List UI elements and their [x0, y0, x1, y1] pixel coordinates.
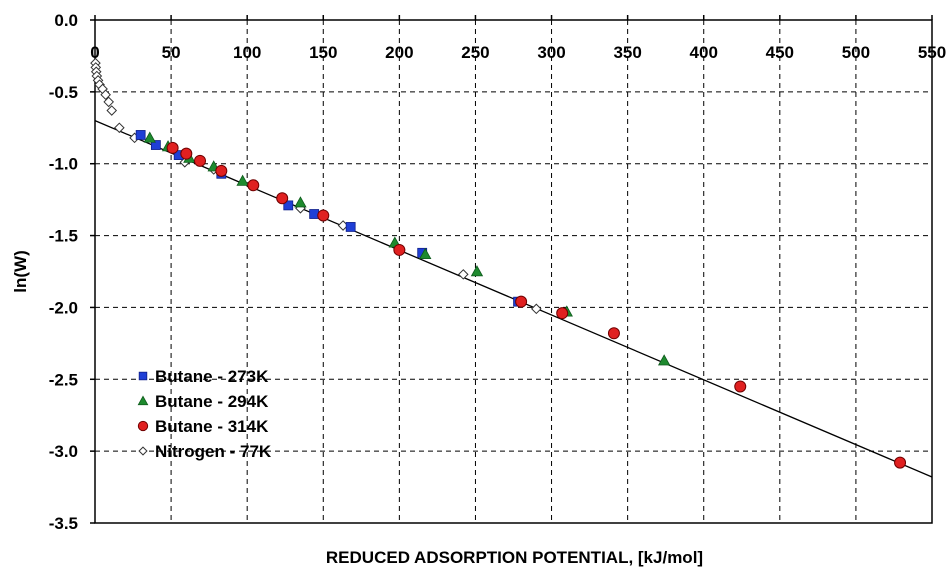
legend-marker [138, 371, 148, 381]
data-point [309, 209, 320, 219]
x-tick-label: 0 [90, 43, 99, 62]
data-point [106, 105, 118, 116]
x-tick-label: 300 [537, 43, 565, 62]
data-point [215, 164, 228, 177]
data-point [114, 122, 125, 134]
data-point [515, 295, 528, 308]
data-point [276, 192, 289, 205]
legend-label: Butane - 314K [155, 417, 269, 436]
data-point [657, 354, 671, 366]
data-points [90, 57, 907, 469]
x-tick-label: 200 [385, 43, 413, 62]
data-point [531, 303, 542, 315]
data-point [317, 209, 330, 222]
x-tick-label: 500 [842, 43, 870, 62]
data-point [180, 147, 193, 160]
data-point [135, 130, 146, 140]
x-tick-label: 450 [766, 43, 794, 62]
data-point [470, 265, 484, 277]
legend-marker [138, 446, 148, 456]
y-axis-title: ln(W) [11, 250, 30, 292]
series-square [135, 130, 523, 307]
data-point [607, 327, 620, 340]
y-tick-label: -1.0 [49, 155, 78, 174]
y-tick-label: -3.0 [49, 442, 78, 461]
x-tick-label: 550 [918, 43, 946, 62]
legend-label: Butane - 273K [155, 367, 269, 386]
data-point [457, 269, 469, 280]
data-point [247, 179, 260, 192]
legend-label: Butane - 294K [155, 392, 269, 411]
data-point [236, 174, 249, 186]
legend-marker [137, 395, 149, 406]
y-tick-labels: 0.0 -0.5 -1.0 -1.5 -2.0 -2.5 -3.0 -3.5 [49, 11, 78, 533]
y-tick-label: -0.5 [49, 83, 78, 102]
x-tick-label: 100 [233, 43, 261, 62]
legend: Butane - 273K Butane - 294K Butane - 314K N… [137, 367, 272, 461]
x-tick-label: 150 [309, 43, 337, 62]
data-point [345, 222, 356, 232]
x-axis-title: REDUCED ADSORPTION POTENTIAL, [kJ/mol] [326, 548, 703, 567]
y-tick-label: -2.0 [49, 298, 78, 317]
data-point [734, 380, 747, 393]
data-point [294, 196, 307, 208]
data-point [194, 154, 207, 167]
data-point [393, 243, 406, 256]
x-tick-label: 50 [162, 43, 181, 62]
legend-marker [137, 420, 149, 432]
data-point [100, 89, 111, 101]
x-tick-labels: 0 50 100 150 200 250 300 350 400 450 500 550 [90, 43, 946, 62]
grid-lines [90, 15, 933, 524]
data-point [103, 96, 115, 108]
y-tick-label: -2.5 [49, 370, 78, 389]
y-tick-label: -3.5 [49, 514, 78, 533]
plot-area [94, 19, 933, 524]
series-circle [166, 141, 907, 469]
data-point [143, 131, 156, 143]
legend-label: Nitrogen - 77K [155, 442, 272, 461]
data-point [150, 140, 161, 150]
data-point [166, 141, 179, 154]
data-point [419, 247, 432, 260]
x-tick-label: 350 [613, 43, 641, 62]
series-diamond [90, 57, 542, 315]
data-point [556, 307, 569, 320]
y-tick-label: -1.5 [49, 227, 78, 246]
data-point [894, 456, 907, 469]
y-tick-label: 0.0 [54, 11, 78, 30]
data-point [283, 200, 294, 211]
x-tick-label: 250 [461, 43, 489, 62]
x-tick-label: 400 [690, 43, 718, 62]
